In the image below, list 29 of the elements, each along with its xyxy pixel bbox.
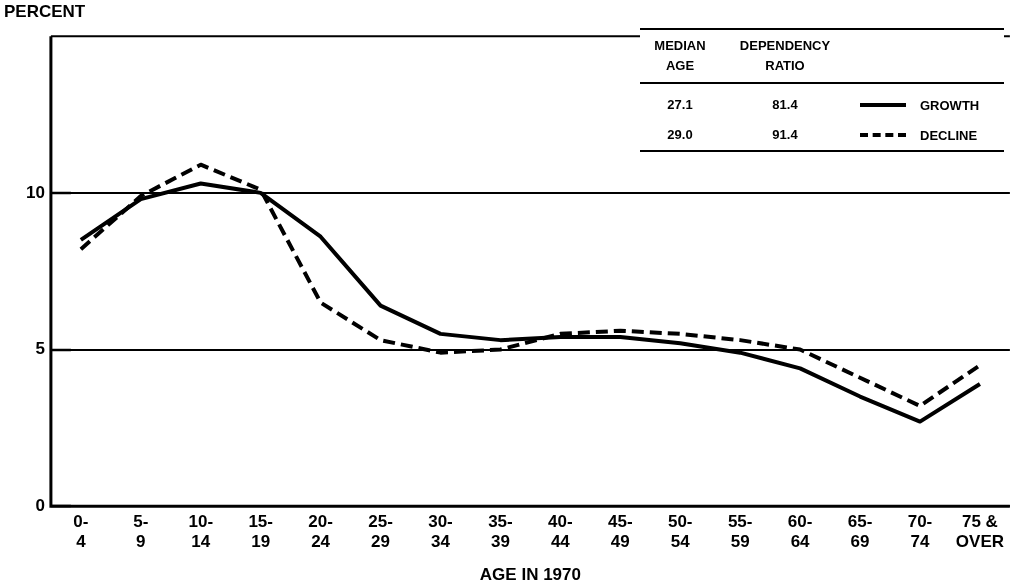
x-axis-title: AGE IN 1970 <box>479 565 581 585</box>
x-tick-label: 25- 29 <box>368 512 393 552</box>
x-tick-label: 10- 14 <box>188 512 214 552</box>
y-tick-label: 0 <box>35 495 45 515</box>
x-tick-label: 45- 49 <box>608 512 633 552</box>
x-tick-label: 15- 19 <box>248 512 273 552</box>
x-tick-label: 40- 44 <box>548 512 573 552</box>
x-tick-label: 60- 64 <box>787 512 813 552</box>
x-tick-label: 30- 34 <box>428 512 453 552</box>
annotation: 81.4 <box>771 96 799 114</box>
annotation: 29.0 <box>666 126 694 144</box>
x-tick-label: 35- 39 <box>488 512 513 552</box>
x-tick-label: 55- 59 <box>727 512 753 552</box>
x-tick-label: 0- 4 <box>73 512 89 552</box>
legend-label: GROWTH <box>920 97 980 113</box>
x-tick-label: 20- 24 <box>308 512 333 552</box>
x-tick-label: 50- 54 <box>667 512 693 552</box>
annotation: DEPENDENCY RATIO <box>738 37 832 75</box>
x-tick-label: 75 & OVER <box>955 512 1004 552</box>
x-tick-label: 5- 9 <box>133 512 149 552</box>
y-tick-label: 5 <box>35 339 45 359</box>
annotation: 27.1 <box>666 96 694 114</box>
annotation: 91.4 <box>771 126 799 144</box>
annotation: MEDIAN AGE <box>653 37 707 75</box>
y-tick-label: 10 <box>25 182 45 202</box>
y-axis-title: PERCENT <box>4 2 86 22</box>
x-tick-label: 70- 74 <box>907 512 933 552</box>
x-tick-label: 65- 69 <box>847 512 873 552</box>
legend-label: DECLINE <box>920 127 978 143</box>
